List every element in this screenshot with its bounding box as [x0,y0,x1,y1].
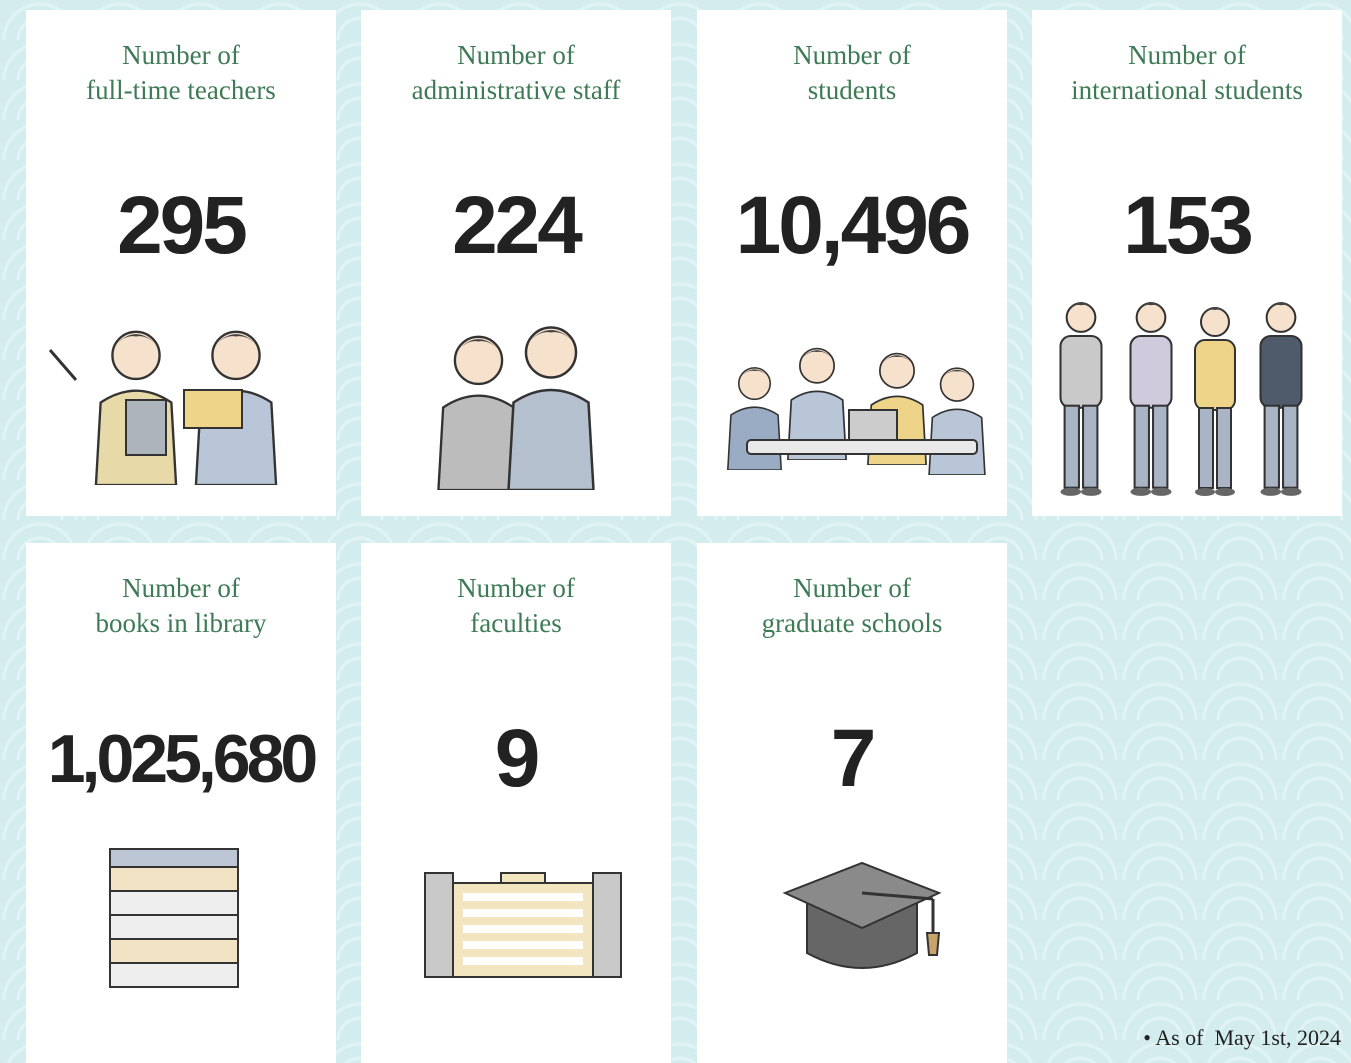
label-line: graduate schools [697,606,1007,641]
illustration [26,300,336,510]
stat-value: 295 [26,176,336,276]
illustration [697,300,1007,510]
stat-value: 153 [1032,176,1342,276]
footnote: • As of May 1st, 2024 [1143,1025,1341,1051]
illustration [361,300,671,510]
stat-value: 9 [361,709,671,809]
label-line: students [697,73,1007,108]
label-line: international students [1032,73,1342,108]
page: University statistics {"cards": [ {"labe… [0,0,1351,1045]
label-line: Number of [697,571,1007,606]
label-line: full-time teachers [26,73,336,108]
label-line: Number of [26,38,336,73]
label-line: Number of [26,571,336,606]
label-line: faculties [361,606,671,641]
label-line: Number of [361,571,671,606]
label-line: Number of [361,38,671,73]
stat-value: 1,025,680 [26,709,336,809]
label-line: Number of [697,38,1007,73]
stat-value: 224 [361,176,671,276]
illustration [26,833,336,1043]
illustration [697,833,1007,1043]
illustration [1032,295,1342,505]
label-line: Number of [1032,38,1342,73]
label-line: books in library [26,606,336,641]
stat-value: 10,496 [697,176,1007,276]
stat-value: 7 [697,709,1007,809]
illustration [361,833,671,1043]
label-line: administrative staff [361,73,671,108]
page-body: Number offull-time teachers 295 Number o… [0,0,1351,1045]
